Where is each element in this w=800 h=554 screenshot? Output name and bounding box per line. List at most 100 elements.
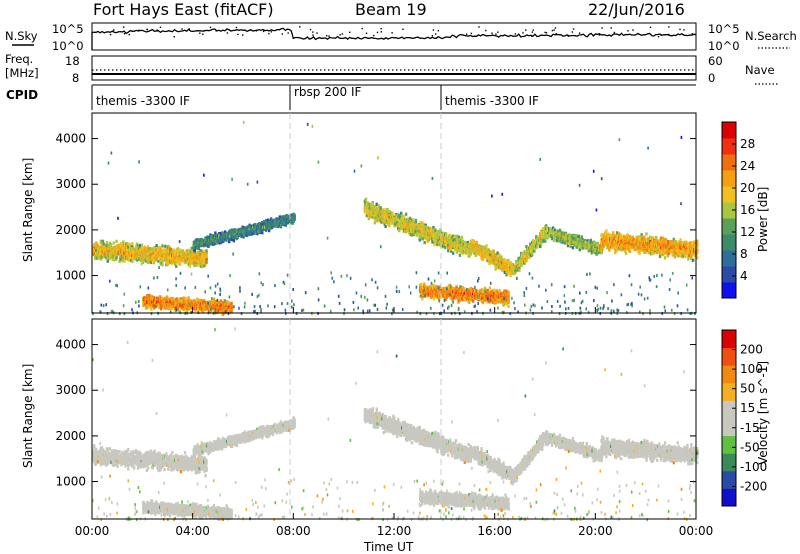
data-cell (150, 261, 152, 264)
nsearch-point (326, 35, 327, 36)
nsearch-point (683, 29, 684, 30)
freq-left-tick-bottom: 8 (72, 71, 79, 85)
power-panel: Slant Range [km] 1000200030004000 282420… (21, 113, 770, 316)
nsky-panel: N.Sky 10^5 10^0 10^5 10^0 N.Search (5, 22, 797, 53)
data-cell (156, 244, 158, 247)
nsearch-point (478, 26, 479, 27)
nsearch-point (614, 32, 615, 33)
freq-panel: Freq. [MHz] 18 8 60 0 Nave (5, 52, 778, 85)
nsearch-point (310, 29, 311, 30)
data-cell (261, 231, 263, 234)
data-cell (293, 217, 295, 220)
nsearch-point (263, 31, 264, 32)
cpid-segment-2: rbsp 200 IF (294, 85, 361, 99)
nsearch-point (250, 29, 251, 30)
data-cell (424, 241, 426, 244)
nsearch-point (202, 34, 203, 35)
data-cell (150, 308, 152, 311)
nsearch-point (599, 34, 600, 35)
nsearch-point (110, 34, 111, 35)
nave-label: Nave (745, 63, 775, 77)
nsearch-point (601, 27, 602, 28)
data-cell (230, 307, 232, 310)
nsearch-point (199, 33, 200, 34)
data-cell (161, 263, 163, 266)
data-cell (415, 219, 417, 222)
data-cell (405, 213, 407, 216)
cpid-segment-3: themis -3300 IF (445, 94, 539, 108)
nsearch-point (402, 29, 403, 30)
nsearch-point (531, 35, 532, 36)
nsearch-point (495, 33, 496, 34)
nsearch-point (650, 27, 651, 28)
nsearch-point (312, 34, 313, 35)
nsearch-point (544, 32, 545, 33)
cpid-panel: CPID themis -3300 IF rbsp 200 IF themis … (6, 85, 696, 110)
nsearch-point (433, 29, 434, 30)
nsearch-point (552, 30, 553, 31)
nsearch-point (124, 33, 125, 34)
data-cell (115, 240, 117, 243)
data-cell (452, 252, 454, 255)
date-title: 22/Jun/2016 (588, 0, 685, 19)
nsearch-point (391, 32, 392, 33)
nsearch-point (242, 34, 243, 35)
nsearch-point (438, 30, 439, 31)
data-cell (189, 265, 191, 268)
nsearch-point (312, 31, 313, 32)
nsearch-point (377, 32, 378, 33)
data-cell (233, 239, 235, 242)
nsearch-point (579, 32, 580, 33)
nsearch-point (532, 31, 533, 32)
nsearch-point (658, 36, 659, 37)
data-cell (179, 263, 181, 266)
nsearch-point (181, 28, 182, 29)
nsearch-point (339, 34, 340, 35)
data-cell (113, 242, 115, 245)
data-cell (365, 198, 367, 201)
nsearch-point (113, 29, 114, 30)
freq-label-line2: [MHz] (5, 66, 39, 80)
nsearch-point (381, 31, 382, 32)
data-cell (388, 224, 390, 227)
nsky-left-tick-top: 10^5 (52, 22, 84, 36)
data-cell (525, 259, 527, 262)
nsearch-point (435, 33, 436, 34)
nsearch-point (288, 32, 289, 33)
data-cell (122, 240, 124, 243)
nsearch-point (271, 31, 272, 32)
nsearch-point (204, 30, 205, 31)
station-title: Fort Hays East (fitACF) (93, 0, 274, 19)
nsearch-point (174, 36, 175, 37)
nsearch-point (515, 33, 516, 34)
nsearch-point (668, 34, 669, 35)
nsearch-point (216, 30, 217, 31)
nsky-right-tick-bottom: 10^0 (708, 39, 740, 53)
nsearch-point (471, 33, 472, 34)
data-cell (164, 245, 166, 248)
nsearch-point (237, 34, 238, 35)
nsearch-point (160, 27, 161, 28)
nsearch-point (491, 33, 492, 34)
data-cell (110, 243, 112, 246)
data-cell (461, 236, 463, 239)
nsearch-point (546, 32, 547, 33)
nsearch-point (236, 27, 237, 28)
nsky-right-tick-top: 10^5 (708, 22, 740, 36)
freq-right-tick-top: 60 (708, 54, 723, 68)
nsky-left-tick-bottom: 10^0 (52, 39, 84, 53)
data-cell (536, 246, 538, 249)
data-cell (459, 254, 461, 257)
nsearch-point (568, 35, 569, 36)
data-cell (194, 249, 196, 252)
nsearch-point (157, 29, 158, 30)
nsearch-point (668, 26, 669, 27)
nsearch-point (299, 26, 300, 27)
power-data (92, 121, 698, 316)
nsearch-point (466, 33, 467, 34)
nsearch-point (342, 33, 343, 34)
nsearch-point (112, 31, 113, 32)
nsearch-point (227, 32, 228, 33)
nsearch-point (366, 33, 367, 34)
